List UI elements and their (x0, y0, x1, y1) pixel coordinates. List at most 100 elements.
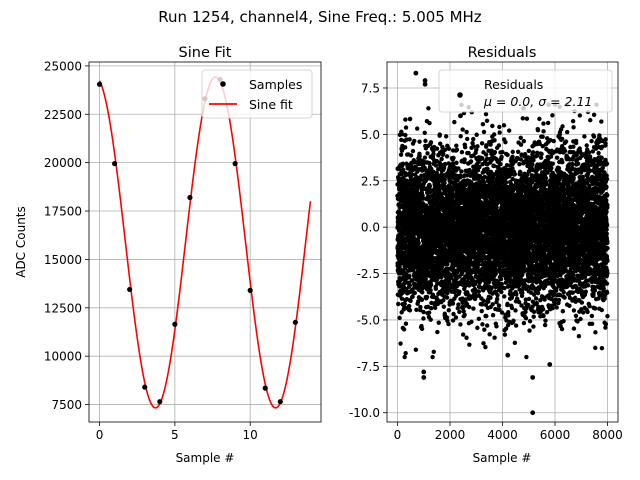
residual-point (486, 299, 491, 304)
residual-point (506, 313, 511, 318)
sample-point (112, 161, 118, 167)
residual-point (480, 121, 486, 127)
residual-point (499, 289, 504, 295)
residual-point (421, 309, 426, 315)
residual-point (416, 240, 421, 246)
residual-point (456, 166, 461, 171)
residual-point (422, 155, 428, 160)
y-tick-label: 12500 (44, 301, 82, 315)
residual-point (462, 157, 467, 162)
residual-point (446, 266, 451, 272)
residual-point (442, 180, 447, 186)
residual-point (464, 301, 470, 307)
residual-point (484, 118, 490, 124)
residual-point (481, 341, 486, 346)
residual-point (441, 298, 446, 303)
residual-point (487, 332, 492, 337)
residual-point (412, 138, 417, 144)
residual-point (492, 335, 497, 340)
residual-point (450, 301, 456, 306)
sine-fit-plot-frame (88, 61, 322, 423)
residual-point (514, 292, 519, 297)
residual-point (419, 297, 425, 303)
sine-fit-title: Sine Fit (179, 45, 232, 61)
residual-point (403, 125, 409, 130)
y-tick-label: 25000 (44, 59, 82, 73)
residual-point (464, 173, 470, 178)
residual-point (433, 163, 439, 168)
sample-point (277, 399, 283, 405)
residual-point (488, 295, 493, 300)
residual-point (515, 149, 521, 154)
residual-point (480, 322, 485, 327)
residual-point (399, 296, 405, 301)
residual-point (484, 313, 489, 319)
residual-point (494, 296, 500, 302)
residual-point (420, 193, 425, 198)
residual-point (460, 127, 465, 132)
residual-point (419, 326, 425, 332)
residual-point (408, 298, 413, 304)
sample-point (187, 194, 193, 201)
residual-point (512, 171, 518, 177)
figure-title: Run 1254, channel4, Sine Freq.: 5.005 MH… (158, 8, 482, 26)
residual-point (513, 308, 518, 313)
residual-point (414, 307, 419, 313)
sample-point (96, 81, 103, 87)
x-tick-label: 5 (171, 428, 179, 442)
residual-point (437, 132, 442, 137)
residual-point (441, 151, 446, 156)
residual-point (453, 315, 459, 320)
residual-point (407, 308, 413, 313)
residual-point (428, 282, 434, 287)
residual-point (397, 281, 402, 286)
residual-point (401, 167, 406, 173)
residual-point (466, 265, 472, 271)
residual-point (412, 290, 417, 296)
residual-point (499, 154, 504, 160)
residual-point (406, 303, 412, 309)
residual-point (459, 149, 465, 155)
residual-point (417, 139, 422, 144)
residual-point (432, 305, 438, 310)
residual-point (428, 306, 434, 311)
residual-point (475, 325, 480, 331)
sine-fit-chart: Sine Fit 0 5 10750010000125001500017500200… (14, 45, 322, 465)
residual-point (518, 135, 523, 141)
residual-point (512, 340, 518, 345)
residual-point (461, 309, 466, 314)
residual-point (490, 312, 496, 318)
residual-point (424, 294, 430, 300)
residual-point (436, 320, 441, 325)
residual-point (428, 288, 433, 293)
residual-point (483, 152, 489, 157)
residual-point (402, 301, 407, 307)
residual-point (485, 323, 490, 328)
residual-point (476, 289, 481, 294)
residual-point (494, 324, 499, 329)
residual-point (399, 137, 404, 143)
residual-point (494, 205, 499, 210)
residuals-title: Residuals (468, 45, 537, 61)
residual-point (480, 156, 485, 161)
legend-sine-fit-label: Sine fit (249, 97, 293, 112)
residual-point (479, 302, 485, 307)
residual-point (521, 264, 527, 269)
y-tick-label: 22500 (44, 108, 82, 122)
residual-point (492, 150, 498, 155)
residual-point (410, 148, 416, 154)
residual-point (474, 147, 479, 152)
residual-point (452, 119, 457, 125)
residual-point (443, 134, 449, 139)
residual-point (407, 137, 412, 142)
residual-point (398, 341, 403, 346)
residual-point (503, 180, 509, 185)
residual-point (457, 309, 462, 315)
residual-point (454, 143, 459, 148)
residual-point (398, 152, 404, 157)
sample-point (142, 384, 148, 390)
residual-point (430, 354, 435, 360)
residual-point (501, 123, 507, 128)
residual-point (442, 177, 447, 182)
